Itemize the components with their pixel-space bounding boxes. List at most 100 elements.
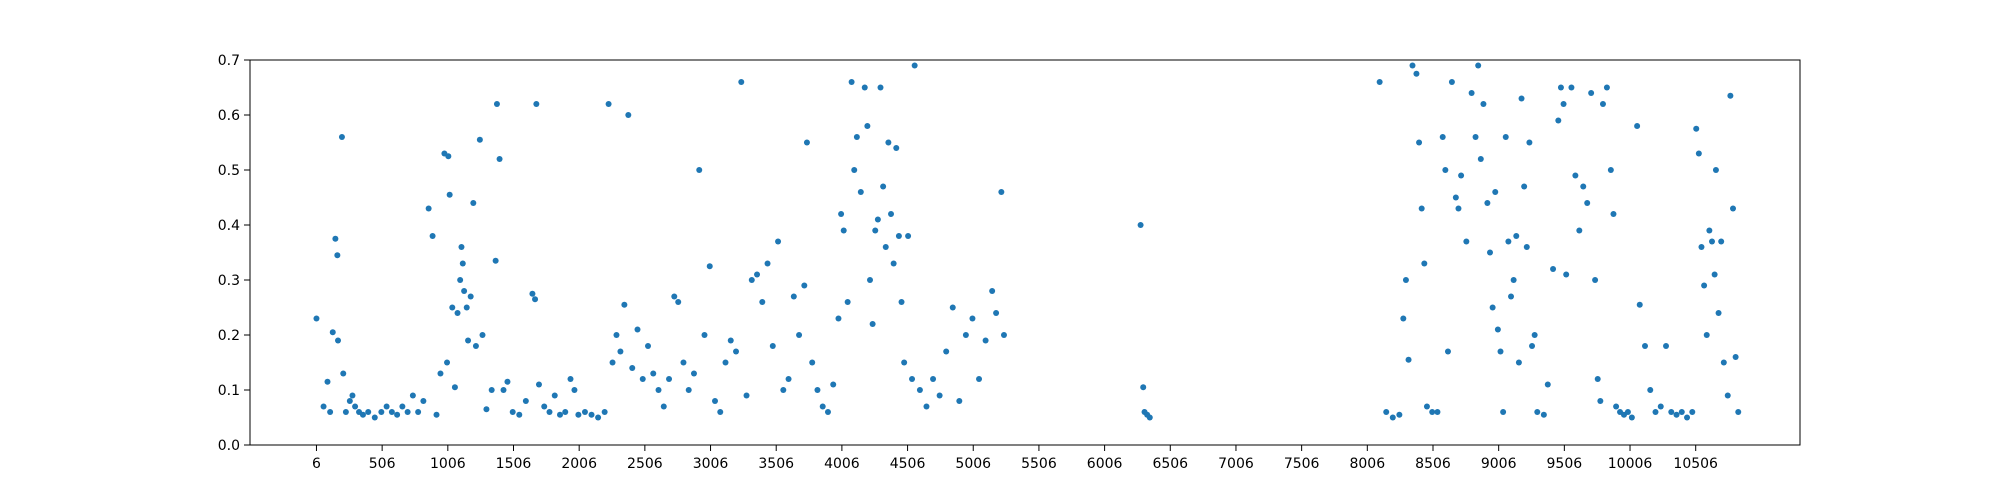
data-point	[437, 370, 444, 377]
data-point	[454, 310, 461, 316]
data-point	[962, 332, 969, 338]
data-point	[1673, 411, 1680, 418]
data-point	[1584, 200, 1591, 206]
data-point	[1383, 409, 1390, 415]
data-point	[1531, 332, 1538, 338]
x-tick-label: 9006	[1481, 456, 1517, 472]
data-point	[764, 260, 771, 267]
data-point	[425, 205, 432, 212]
data-point	[1402, 277, 1409, 283]
data-point	[1597, 398, 1604, 404]
data-point	[488, 387, 495, 393]
data-point	[1452, 194, 1459, 201]
data-point	[463, 304, 470, 311]
data-point	[1628, 414, 1635, 421]
data-point	[338, 134, 345, 140]
data-point	[332, 235, 339, 242]
data-point	[1494, 326, 1501, 333]
data-point	[1693, 125, 1700, 132]
data-point	[722, 359, 729, 366]
data-point	[1396, 411, 1403, 418]
data-point	[696, 167, 703, 173]
data-point	[1409, 62, 1416, 69]
data-point	[470, 200, 477, 206]
data-point	[775, 238, 782, 245]
data-point	[1735, 409, 1742, 415]
data-point	[335, 337, 342, 344]
data-point	[509, 409, 516, 415]
data-point	[1484, 200, 1491, 206]
data-point	[650, 370, 657, 377]
data-point	[1513, 233, 1520, 239]
data-point	[936, 392, 943, 399]
data-point	[1497, 348, 1504, 355]
x-tick-label: 1506	[496, 456, 532, 472]
data-point	[461, 288, 468, 294]
data-point	[901, 359, 908, 366]
data-point	[420, 398, 427, 404]
scatter-points	[313, 62, 1742, 421]
data-point	[1603, 84, 1610, 91]
x-tick-label: 4006	[824, 456, 860, 472]
data-point	[1668, 409, 1675, 415]
data-point	[998, 189, 1005, 195]
data-point	[1429, 409, 1436, 415]
data-point	[830, 381, 837, 388]
data-point	[727, 337, 734, 344]
y-tick-label: 0.7	[218, 53, 240, 69]
data-point	[581, 409, 588, 415]
x-tick-label: 10506	[1673, 456, 1718, 472]
data-point	[701, 332, 708, 338]
x-tick-label: 506	[369, 456, 396, 472]
y-tick-label: 0.0	[218, 438, 240, 454]
data-point	[838, 211, 845, 217]
data-point	[1376, 79, 1383, 85]
data-point	[1689, 409, 1696, 415]
data-point	[930, 376, 937, 382]
data-point	[885, 139, 892, 146]
data-point	[629, 365, 636, 371]
data-point	[1730, 205, 1737, 212]
x-axis: 6 506 1006 1506 2006 2506 3006 3506 4006 4506 5006…	[312, 445, 1718, 472]
data-point	[1140, 384, 1147, 391]
data-point	[814, 387, 821, 393]
data-point	[324, 378, 331, 385]
data-point	[1711, 271, 1718, 278]
data-point	[660, 403, 667, 410]
data-point	[1405, 356, 1412, 363]
data-point	[1701, 282, 1708, 289]
data-point	[1550, 266, 1557, 272]
data-point	[1534, 409, 1541, 415]
data-point	[911, 62, 918, 69]
data-point	[639, 376, 646, 382]
data-point	[867, 277, 873, 283]
data-point	[1732, 354, 1739, 360]
data-point	[1418, 205, 1425, 212]
x-tick-label: 5506	[1021, 456, 1057, 472]
data-point	[1706, 227, 1713, 234]
data-point	[1555, 117, 1562, 124]
data-point	[483, 406, 490, 413]
data-point	[352, 403, 359, 410]
data-point	[803, 139, 810, 146]
data-point	[1657, 403, 1664, 410]
data-point	[1439, 134, 1446, 140]
data-point	[888, 211, 895, 217]
data-point	[1568, 84, 1575, 91]
data-point	[567, 376, 574, 382]
data-point	[1521, 183, 1528, 190]
data-point	[956, 398, 963, 404]
data-point	[1540, 411, 1547, 418]
data-point	[1652, 409, 1659, 415]
data-point	[864, 123, 871, 129]
x-tick-label: 6	[312, 456, 321, 472]
data-point	[365, 409, 372, 415]
data-point	[609, 359, 616, 366]
data-point	[1607, 167, 1614, 173]
data-point	[680, 359, 687, 366]
data-point	[378, 409, 385, 415]
data-point	[785, 376, 792, 382]
data-point	[449, 304, 456, 311]
x-tick-label: 8506	[1415, 456, 1451, 472]
data-point	[329, 329, 336, 336]
